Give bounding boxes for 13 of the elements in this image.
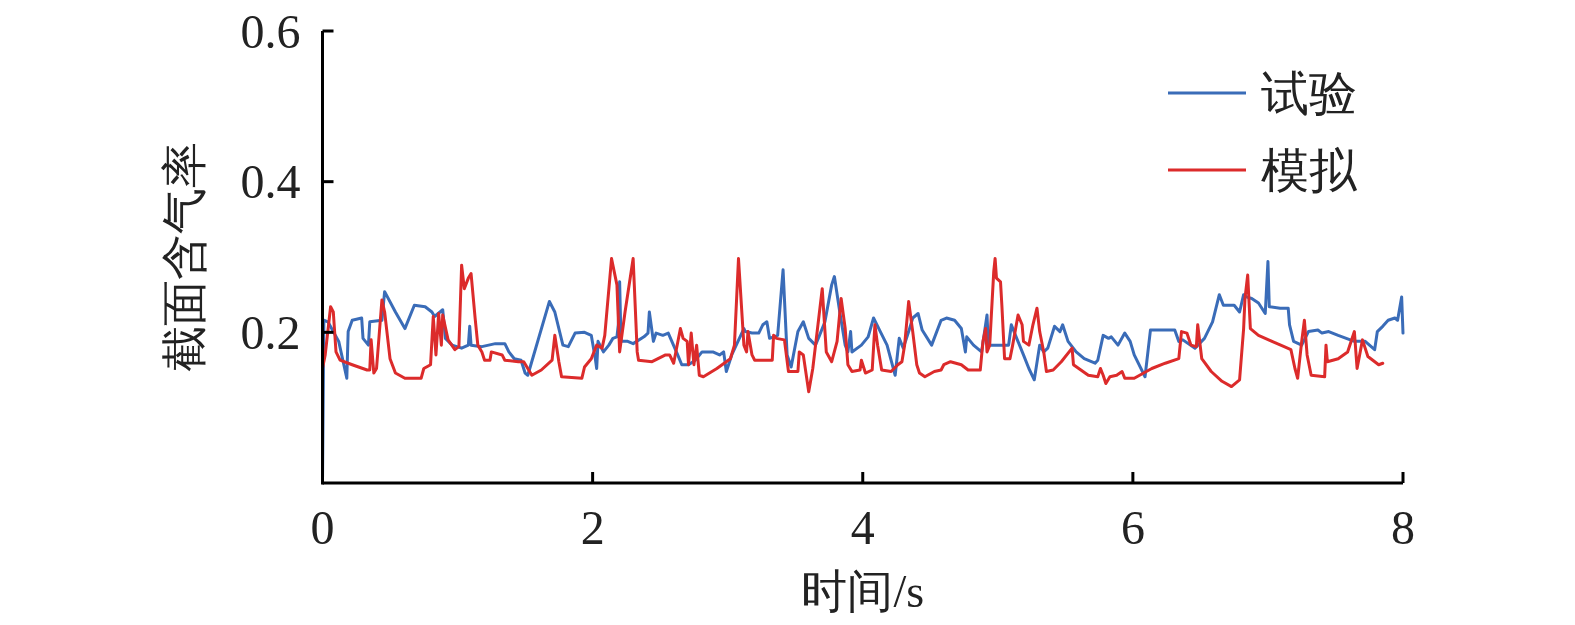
legend-label: 模拟 <box>1261 143 1358 197</box>
x-tick-label: 0 <box>310 500 335 554</box>
y-tick-label: 0.2 <box>240 305 301 359</box>
x-axis-title: 时间/s <box>801 565 925 617</box>
legend-label: 试验 <box>1261 66 1357 120</box>
line-series <box>321 257 1385 394</box>
y-tick-label: 0.6 <box>240 4 301 58</box>
y-tick-label: 0.4 <box>240 155 301 209</box>
y-axis-title: 截面含气率 <box>158 142 210 372</box>
x-tick-label: 2 <box>580 500 605 554</box>
x-tick-label: 4 <box>850 500 875 554</box>
x-tick-label: 6 <box>1120 500 1145 554</box>
x-tick-label: 8 <box>1391 500 1415 554</box>
